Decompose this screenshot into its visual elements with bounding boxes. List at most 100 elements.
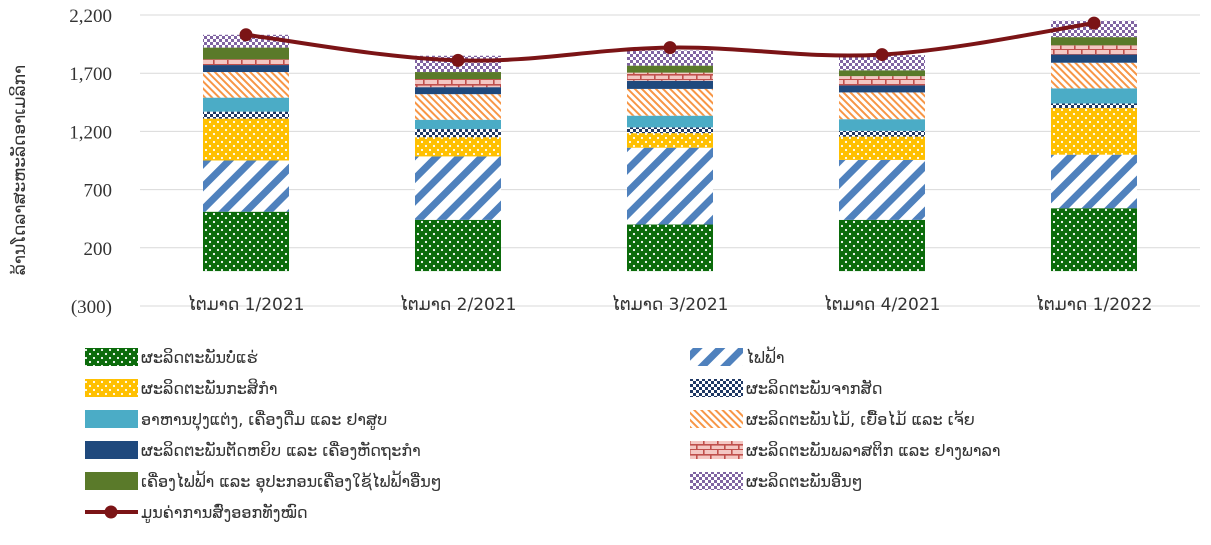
bar-segment [415,156,501,220]
total-line-point [875,48,889,62]
bar-segment [415,137,501,157]
x-tick-label: ໄຕມາດ 3/2021 [612,294,729,315]
legend-swatch [85,348,138,366]
bar-segment [415,219,501,272]
legend-line-marker [104,505,118,519]
bar-segment [839,136,925,160]
x-tick-label: ໄຕມາດ 1/2022 [1036,294,1153,315]
y-tick-label: 200 [84,239,113,260]
legend-swatch [690,472,743,490]
bar-segment [627,50,713,66]
total-line-point [451,53,465,67]
bar-segment [1051,45,1137,55]
legend-item: ຜະລິດຕະພັນອື່ນໆ [690,472,863,491]
y-tick-label: 1,200 [69,122,112,143]
bar-segment [839,130,925,137]
legend-label: ຜະລິດຕະພັນກະສິກຳ [141,379,278,398]
legend-label: ຜະລິດຕະພັນຕັດຫຍິບ ແລະ ເຄື່ອງຫັດຖະກຳ [141,441,421,460]
legend-swatch [690,410,743,428]
bar-segment [203,65,289,73]
bar-segment [1051,62,1137,89]
y-axis-ticks: (300) 200 700 1,200 1,700 2,200 [69,6,112,318]
legend-label: ອາຫານປຸງແຕ່ງ, ເຄື່ອງດື່ມ ແລະ ຢາສູບ [141,410,387,431]
bar-segment [839,55,925,71]
bar-segment [627,133,713,148]
stacked-bars [203,20,1137,272]
bar-segment [415,79,501,88]
bar-segment [1051,54,1137,63]
bar-segment [839,92,925,120]
legend-item: ໄຟຟ້າ [690,346,784,367]
bar-segment [415,129,501,138]
legend-label: ຜະລິດຕະພັນຈາກສັດ [746,379,882,398]
legend-swatch [85,472,138,490]
bar-segment [203,111,289,119]
bar-segment [203,160,289,212]
bar-segment [839,70,925,77]
legend-swatch [85,441,138,459]
bar-segment [839,76,925,86]
bar-segment [627,72,713,81]
legend-swatch [85,410,138,428]
bar-segment [203,59,289,66]
total-export-line [239,16,1101,67]
bar-segment [1051,154,1137,209]
bar-segment [1051,208,1137,272]
legend-label: ຜະລິດຕະພັນອື່ນໆ [746,472,863,491]
bar-segment [627,115,713,128]
bar-segment [839,219,925,272]
legend-item: ຜະລິດຕະພັນກະສິກຳ [85,379,278,398]
y-tick-label: (300) [71,297,112,318]
legend-swatch [690,379,743,397]
bar-segment [839,159,925,220]
x-axis-ticks: ໄຕມາດ 1/2021 ໄຕມາດ 2/2021 ໄຕມາດ 3/2021 ໄຕມາ… [188,294,1153,315]
bar-segment [203,118,289,161]
bar-segment [627,65,713,73]
total-line-point [1087,16,1101,30]
bar-segment [627,88,713,116]
x-tick-label: ໄຕມາດ 2/2021 [400,294,517,315]
legend-label: ຜະລິດຕະພັນພລາສຕິກ ແລະ ຢາງພາລາ [746,441,1000,460]
bar-segment [415,72,501,80]
legend-swatch [690,441,743,459]
bar-segment [627,224,713,272]
bar-segment [627,127,713,134]
bar-segment [415,94,501,120]
legend-item: ຜະລິດຕະພັນໄມ້, ເຍື້ອໄມ້ ແລະ ເຈ້ຍ [690,410,975,429]
legend-item: ເຄື່ອງໄຟຟ້າ ແລະ ອຸປະກອນເຄື່ອງໃຊ້ໄຟຟ້າອື່… [85,470,442,493]
legend-item: ມູນຄ່າການສົ່ງອອກທັງໝົດ [85,503,308,523]
legend-label: ໄຟຟ້າ [746,346,784,367]
legend-label: ຜະລິດຕະພັນບໍ່ແຮ່ [141,348,258,367]
total-line-point [239,28,253,42]
legend-item: ຜະລິດຕະພັນຕັດຫຍິບ ແລະ ເຄື່ອງຫັດຖະກຳ [85,441,421,460]
legend-item: ອາຫານປຸງແຕ່ງ, ເຄື່ອງດື່ມ ແລະ ຢາສູບ [85,410,387,431]
y-axis-label: ລ້ານໂດລາສະຫະລັດອາເມລິກາ [8,65,30,275]
y-tick-label: 1,700 [69,64,112,85]
legend-label: ມູນຄ່າການສົ່ງອອກທັງໝົດ [141,503,308,523]
bar-segment [1051,88,1137,104]
legend-item: ຜະລິດຕະພັນບໍ່ແຮ່ [85,348,258,367]
legend-label: ຜະລິດຕະພັນໄມ້, ເຍື້ອໄມ້ ແລະ ເຈ້ຍ [746,410,975,429]
bar-segment [627,147,713,225]
bar-segment [1051,103,1137,109]
bar-segment [203,47,289,60]
total-line-point [663,41,677,55]
bar-segment [1051,37,1137,46]
y-tick-label: 700 [84,181,113,202]
bar-segment [839,85,925,93]
legend-swatch [690,348,743,366]
y-tick-label: 2,200 [69,6,112,27]
bar-segment [1051,108,1137,155]
bar-segment [839,119,925,131]
legend-label: ເຄື່ອງໄຟຟ້າ ແລະ ອຸປະກອນເຄື່ອງໃຊ້ໄຟຟ້າອື່… [141,470,442,493]
x-tick-label: ໄຕມາດ 1/2021 [188,294,305,315]
bar-segment [203,211,289,272]
bar-segment [415,87,501,95]
legend-swatch [85,379,138,397]
x-tick-label: ໄຕມາດ 4/2021 [824,294,941,315]
bar-segment [203,72,289,98]
bar-segment [203,97,289,112]
bar-segment [627,80,713,89]
